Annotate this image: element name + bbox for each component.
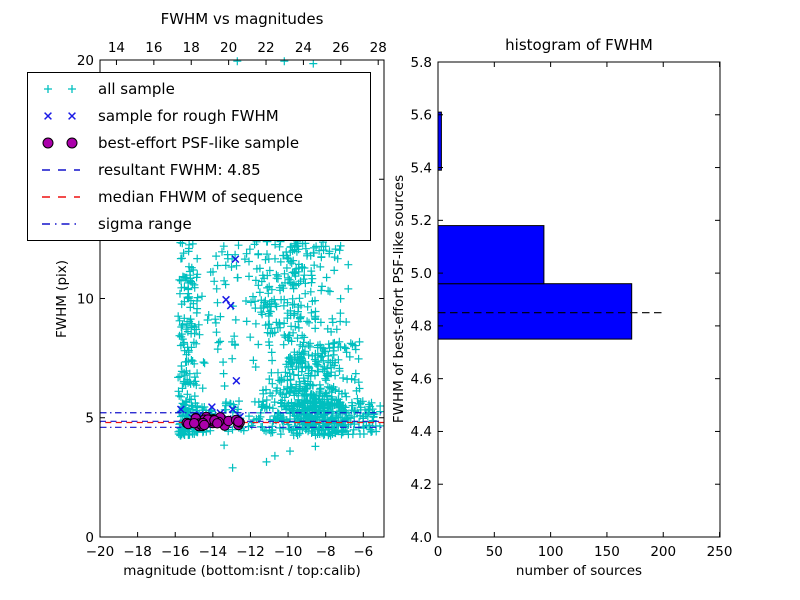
legend-item: median FHWM of sequence: [36, 184, 370, 211]
tick-label: −16: [161, 544, 190, 560]
plus-marker-icon: [36, 81, 88, 97]
tick-label: 10: [77, 291, 94, 307]
scatter-psf-like: [199, 419, 210, 431]
right-plot-frame: [437, 61, 721, 538]
scatter-psf-like: [189, 418, 200, 429]
x-marker-icon: [36, 108, 88, 124]
tick-label: 5.4: [411, 160, 432, 176]
tick-label: −20: [86, 544, 115, 560]
legend-item: resultant FWHM: 4.85: [36, 157, 370, 184]
tick-label: 4.4: [411, 424, 432, 440]
tick-label: 26: [332, 40, 349, 56]
legend: all sample sample for rough FWHM best-ef…: [27, 72, 371, 241]
tick-label: 20: [77, 53, 94, 69]
tick-label: 22: [257, 40, 274, 56]
tick-label: 4.0: [411, 530, 432, 546]
right-plot-title: histogram of FWHM: [505, 36, 653, 54]
left-plot-title: FWHM vs magnitudes: [160, 10, 324, 28]
tick-label: 5.6: [411, 108, 432, 124]
tick-label: 5.2: [411, 213, 432, 229]
tick-label: 0: [85, 530, 94, 546]
legend-item: best-effort PSF-like sample: [36, 129, 370, 156]
left-plot-xlabel: magnitude (bottom:isnt / top:calib): [123, 563, 361, 579]
dashdot-line-icon: [36, 216, 88, 232]
legend-item: sample for rough FWHM: [36, 102, 370, 129]
dashed-line-icon: [36, 162, 88, 178]
tick-label: 20: [220, 40, 237, 56]
legend-item-label: sample for rough FWHM: [98, 106, 279, 125]
tick-label: 18: [183, 40, 200, 56]
tick-label: −8: [316, 544, 336, 560]
right-plot-xlabel: number of sources: [515, 563, 643, 579]
tick-label: −6: [353, 544, 373, 560]
tick-label: 4.2: [411, 477, 432, 493]
histogram-bar: [437, 111, 442, 171]
legend-item: sigma range: [36, 211, 370, 238]
tick-label: −18: [123, 544, 152, 560]
tick-label: 200: [650, 544, 676, 560]
tick-label: 24: [295, 40, 312, 56]
right-plot: [437, 61, 721, 538]
legend-item-label: best-effort PSF-like sample: [98, 133, 300, 152]
scatter-psf-like: [212, 418, 223, 429]
tick-label: 100: [538, 544, 564, 560]
tick-label: 4.6: [411, 371, 432, 387]
circle-marker-icon: [36, 135, 88, 151]
tick-label: 250: [707, 544, 733, 560]
legend-item-label: all sample: [98, 79, 175, 98]
scatter-psf-like: [233, 416, 244, 427]
tick-label: 150: [594, 544, 620, 560]
legend-item-label: median FHWM of sequence: [98, 188, 303, 207]
histogram-bar: [437, 225, 545, 285]
tick-label: −12: [236, 544, 265, 560]
tick-label: 5.0: [411, 266, 432, 282]
tick-label: 16: [145, 40, 162, 56]
tick-label: −10: [274, 544, 303, 560]
tick-label: 5.8: [411, 55, 432, 71]
tick-label: 5: [85, 411, 94, 427]
tick-label: 4.8: [411, 319, 432, 335]
legend-item-label: sigma range: [98, 215, 192, 234]
left-plot: [99, 57, 385, 538]
tick-label: −14: [199, 544, 228, 560]
tick-label: 50: [486, 544, 503, 560]
tick-label: 0: [434, 544, 443, 560]
right-plot-ylabel: FWHM of best-effort PSF-like sources: [391, 174, 407, 424]
tick-label: 28: [370, 40, 387, 56]
tick-label: 14: [108, 40, 125, 56]
histogram-bar: [437, 283, 633, 340]
legend-item: all sample: [36, 75, 370, 102]
legend-item-label: resultant FWHM: 4.85: [98, 161, 261, 180]
dashed-line-icon: [36, 189, 88, 205]
